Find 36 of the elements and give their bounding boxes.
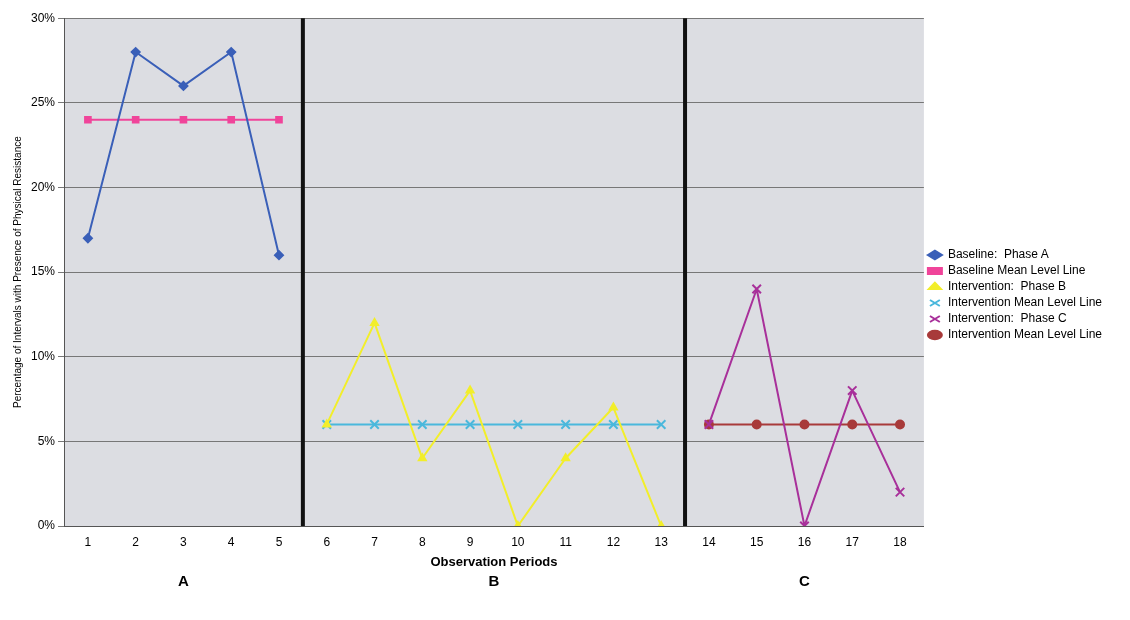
x-tick-label: 7 <box>371 534 379 549</box>
y-tick-label: 5% <box>37 433 56 448</box>
y-tick-label: 25% <box>30 95 56 110</box>
x-tick-label: 13 <box>654 534 669 549</box>
legend-label: Intervention Mean Level Line <box>947 295 1103 310</box>
x-tick-label: 15 <box>750 534 764 549</box>
x-tick-label: 9 <box>466 534 474 549</box>
legend-label: Intervention: Phase C <box>947 311 1067 326</box>
text: A <box>178 572 190 589</box>
y-tick-label: 15% <box>30 264 56 279</box>
text: B <box>488 572 500 589</box>
x-tick-label: 8 <box>418 534 426 549</box>
x-tick-label: 3 <box>180 534 188 549</box>
y-axis-title: Percentage of Intervals with Presence of Physical Resistance <box>11 135 23 409</box>
x-tick-label: 14 <box>702 534 716 549</box>
x-tick-label: 17 <box>845 534 860 549</box>
y-tick-label: 0% <box>37 518 56 533</box>
y-tick-label: 10% <box>30 349 56 364</box>
x-tick-label: 16 <box>797 534 812 549</box>
legend-label: Intervention Mean Level Line <box>947 327 1103 342</box>
legend-label: Baseline Mean Level Line <box>947 263 1086 278</box>
y-tick-label: 20% <box>30 179 56 194</box>
x-tick-label: 2 <box>132 534 140 549</box>
legend-label: Baseline: Phase A <box>947 247 1049 262</box>
x-tick-label: 10 <box>511 534 525 549</box>
y-tick-label: 30% <box>30 10 56 25</box>
x-tick-label: 18 <box>893 534 908 549</box>
text: C <box>799 572 811 589</box>
x-axis-title: Observation Periods <box>430 553 558 569</box>
x-tick-label: 4 <box>227 534 235 549</box>
x-tick-label: 6 <box>323 534 331 549</box>
x-tick-label: 5 <box>275 534 283 549</box>
x-tick-label: 11 <box>559 534 573 549</box>
x-tick-label: 12 <box>606 534 621 549</box>
x-tick-label: 1 <box>84 534 92 549</box>
legend-label: Intervention: Phase B <box>947 279 1066 294</box>
